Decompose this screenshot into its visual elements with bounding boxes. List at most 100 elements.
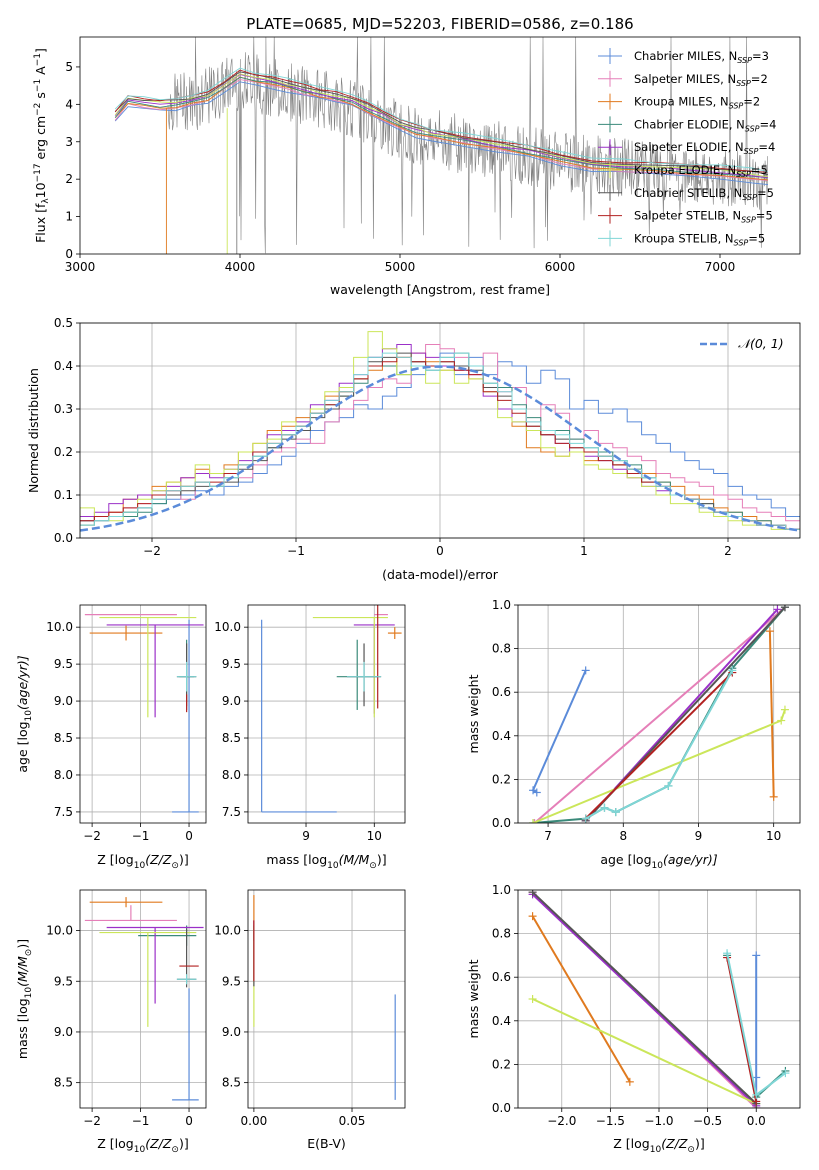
legend-name: Kroupa ELODIE [634, 163, 720, 177]
x-label-part: (Z/Z [661, 1136, 688, 1151]
mass-weight-line [531, 893, 757, 1107]
y-tick-label: 9.5 [54, 657, 73, 671]
y-axis-label: mass weight [466, 959, 481, 1038]
x-tick-label: 7 [544, 829, 552, 843]
x-tick-label: −1 [132, 829, 150, 843]
panel-mass_vs_Z: −2 −1 08.59.09.510.0Z [log10(Z/Z⊙)]mass [l… [15, 889, 207, 1155]
y-tick-label: 9.5 [222, 657, 241, 671]
y-axis-label: mass weight [466, 674, 481, 753]
x-label-subscript: 10 [652, 861, 664, 871]
legend-name: Kroupa STELIB [634, 231, 718, 245]
x-tick-label: 9 [302, 829, 310, 843]
y-tick-label: 10.0 [46, 620, 73, 634]
y-tick-label: 9.0 [54, 694, 73, 708]
model-spectrum-line [114, 67, 769, 173]
plot-area [253, 895, 396, 1100]
x-tick-label: 8 [619, 829, 627, 843]
y-tick-label: 0.4 [492, 1014, 511, 1028]
x-label-part: )] [695, 1136, 705, 1151]
y-tick-label: 0.6 [492, 685, 511, 699]
x-tick-label: 2 [724, 544, 732, 558]
legend-equals: = [743, 95, 753, 109]
x-label-subscript: 10 [327, 861, 339, 871]
y-label-part: A [33, 66, 48, 79]
plot-area [528, 890, 790, 1108]
x-tick-label: −0.5 [693, 1114, 722, 1128]
y-tick-label: 7.5 [222, 805, 241, 819]
x-tick-label: −2 [83, 829, 101, 843]
y-tick-label: 0.4 [492, 729, 511, 743]
x-axis-label: age [log10(age/yr)] [600, 852, 717, 871]
plot-area [80, 331, 800, 538]
x-label-subscript: ⊙ [369, 861, 377, 871]
y-axis-label: mass [log10(M/M⊙)] [15, 939, 34, 1059]
legend-name: Salpeter ELODIE [634, 140, 728, 154]
legend-name: Salpeter MILES [634, 72, 720, 86]
model-spectrum-line [114, 74, 769, 179]
mass-weight-line [531, 915, 631, 1083]
legend-label: Kroupa ELODIE, NSSP=5 [634, 163, 768, 179]
x-tick-label: 1 [580, 544, 588, 558]
x-label-subscript: 10 [650, 1145, 662, 1155]
legend-separator: , N [721, 49, 737, 63]
legend-equals: = [758, 140, 768, 154]
x-tick-label: −1.0 [644, 1114, 673, 1128]
x-tick-label: −1 [132, 1114, 150, 1128]
y-tick-label: 4 [65, 97, 73, 111]
plot-background [80, 37, 800, 254]
y-tick-label: 9.5 [222, 974, 241, 988]
legend-separator: , N [728, 140, 744, 154]
legend-subscript: SSP [741, 216, 756, 225]
panel-massweight_vs_age: 7 8 9 10 0.0 0.2 0.4 0.6 0.8 1.0 mass weight age [l… [466, 598, 801, 871]
x-label-part: (age/yr)] [663, 852, 718, 867]
legend-subscript: SSP [742, 193, 757, 202]
legend-subscript: SSP [729, 102, 744, 111]
model-spectrum-line [114, 76, 769, 181]
x-tick-label: −1 [287, 544, 305, 558]
legend-label: Salpeter ELODIE, NSSP=4 [634, 140, 775, 156]
legend-equals: = [760, 117, 770, 131]
plot-area [84, 897, 204, 1101]
mass-weight-line [768, 631, 775, 797]
legend-subscript: SSP [745, 124, 760, 133]
axes-frame [79, 322, 801, 539]
legend-nssp: 3 [762, 49, 769, 63]
axes-frame [79, 604, 207, 824]
legend-label: Salpeter MILES, NSSP=2 [634, 72, 768, 88]
y-label-superscript: −1 [33, 53, 43, 66]
panel-mass_vs_ebv: 0.00 0.05 8.5 9.0 9.5 10.0 E(B-V) [214, 889, 406, 1151]
y-tick-label: 8.0 [54, 768, 73, 782]
x-label-part: )] [179, 852, 189, 867]
x-axis-label: Z [log10(Z/Z⊙)] [613, 1136, 704, 1155]
mass-weight-line [532, 998, 757, 1105]
legend-separator: , N [726, 186, 742, 200]
legend-nssp: 4 [769, 117, 776, 131]
panel-massweight_vs_Z: −2.0 −1.5 −1.0 −0.5 0.0 0.0 0.2 0.4 0.6 0.8 1.0 mas… [466, 883, 801, 1155]
legend-subscript: SSP [744, 147, 759, 156]
y-label-part: 10 [33, 182, 48, 198]
y-tick-label: 0.0 [492, 1101, 511, 1115]
x-label-subscript: ⊙ [171, 1145, 179, 1155]
x-tick-label: 9 [695, 829, 703, 843]
plot-background [248, 890, 405, 1108]
legend-nssp: 5 [765, 209, 772, 223]
x-tick-label: −1.5 [596, 1114, 625, 1128]
y-tick-label: 1.0 [492, 598, 511, 612]
legend-name: Chabrier MILES [634, 49, 721, 63]
legend-separator: , N [725, 209, 741, 223]
legend-name: Chabrier STELIB [634, 186, 726, 200]
x-tick-label: 10 [367, 829, 382, 843]
model-spectrum-line [114, 76, 769, 179]
y-tick-label: 10.0 [214, 924, 241, 938]
x-label-part: mass [log [266, 852, 327, 867]
mass-weight-line [531, 891, 757, 1105]
y-tick-label: 2 [65, 172, 73, 186]
legend-subscript: SSP [736, 170, 751, 179]
y-tick-label: 10.0 [46, 924, 73, 938]
x-tick-label: 0 [436, 544, 444, 558]
x-label-subscript: ⊙ [687, 1145, 695, 1155]
legend-nssp: 5 [767, 186, 774, 200]
legend-label: Kroupa MILES, NSSP=2 [634, 95, 760, 111]
